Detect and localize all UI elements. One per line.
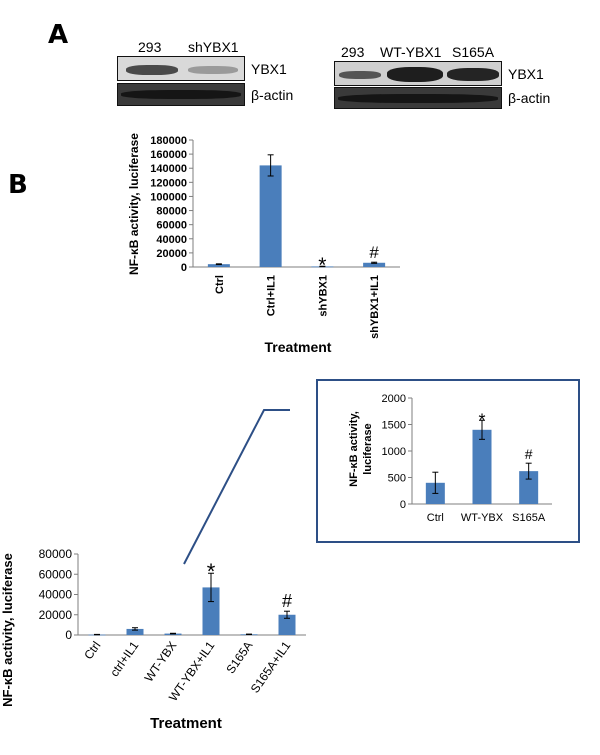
chart1-ytick-label: 20000 xyxy=(39,608,73,622)
chart2-bar xyxy=(519,471,539,504)
right-blot-actin-strip xyxy=(334,87,502,109)
left-lane-label-293: 293 xyxy=(138,39,162,55)
panel-a-letter: A xyxy=(48,20,69,50)
chart0-category-label: shYBX1 xyxy=(317,275,329,317)
chart0-ytick-label: 180000 xyxy=(150,135,187,147)
chart1-bar xyxy=(126,628,144,635)
chart0-ytick-label: 160000 xyxy=(150,149,187,161)
chart2-category-label: WT-YBX xyxy=(461,512,504,524)
chart0-category-label: Ctrl xyxy=(214,275,226,294)
chart0-bar xyxy=(259,165,282,267)
chart0-bar xyxy=(207,264,230,267)
chart2-bar xyxy=(472,429,492,504)
chart0-ytick-label: 40000 xyxy=(156,234,187,246)
chart0-annotation: * xyxy=(318,254,326,277)
chart1-x-axis-label: Treatment xyxy=(150,715,222,732)
chart2-y-axis-label: NF-κB activity, luciferase xyxy=(348,411,374,487)
right-ybx1-band-1 xyxy=(339,71,381,79)
chart0-annotation: # xyxy=(369,243,379,262)
chart1-category-label: ctrl+IL1 xyxy=(107,638,141,679)
chart1-bar xyxy=(278,614,296,635)
chart1-ytick-label: 0 xyxy=(65,628,72,642)
chart0-ytick-label: 80000 xyxy=(156,206,187,218)
right-lane-label-wt: WT-YBX1 xyxy=(380,44,442,60)
inset-connector-line xyxy=(183,409,290,565)
left-lane-label-shybx1: shYBX1 xyxy=(188,39,239,55)
chart2-annotation: * xyxy=(478,410,485,430)
chart1-bar xyxy=(202,587,220,635)
chart0-bar xyxy=(363,262,386,267)
chart2-category-label: S165A xyxy=(512,512,546,524)
right-lane-label-293: 293 xyxy=(341,44,365,60)
chart1-annotation: * xyxy=(207,559,216,584)
chart1-ytick-label: 40000 xyxy=(39,588,73,602)
chart2-category-label: Ctrl xyxy=(427,512,444,524)
chart2-ytick-label: 1500 xyxy=(382,420,406,432)
chart1-ytick-label: 80000 xyxy=(39,547,73,561)
chart0-ytick-label: 140000 xyxy=(150,163,187,175)
chart1-y-axis-label: NF-κB activity, luciferase xyxy=(0,553,15,707)
chart1-annotation: # xyxy=(282,591,292,611)
chart0-ytick-label: 20000 xyxy=(156,248,187,260)
chart0-category-label: shYBX1+IL1 xyxy=(369,275,381,339)
chart2-y-axis-label-line1: NF-κB activity, xyxy=(348,411,360,487)
chart2-ytick-label: 2000 xyxy=(382,393,406,405)
right-blot-ybx1-strip xyxy=(334,61,502,86)
right-actin-band xyxy=(338,94,498,103)
right-ybx1-band-3 xyxy=(447,68,499,81)
right-ybx1-band-2 xyxy=(387,67,443,82)
right-lane-label-s165a: S165A xyxy=(452,44,495,60)
inset-frame xyxy=(316,379,580,543)
chart0-ytick-label: 0 xyxy=(181,262,187,274)
chart1-category-label: Ctrl xyxy=(81,639,103,662)
chart0-ytick-label: 100000 xyxy=(150,191,187,203)
chart0-category-label: Ctrl+IL1 xyxy=(266,275,278,316)
left-actin-band xyxy=(121,90,241,99)
chart2-ytick-label: 500 xyxy=(388,473,406,485)
chart1-category-label: WT-YBX xyxy=(142,639,180,685)
left-row-label-actin: β-actin xyxy=(251,87,294,103)
left-blot-actin-strip xyxy=(117,83,245,106)
chart0-ytick-label: 120000 xyxy=(150,177,187,189)
chart0-ytick-label: 60000 xyxy=(156,220,187,232)
right-row-label-ybx1: YBX1 xyxy=(508,66,544,82)
chart1-category-label: S165A xyxy=(223,639,255,677)
chart1-ytick-label: 60000 xyxy=(39,567,73,581)
chart2-ytick-label: 0 xyxy=(400,499,406,511)
left-blot-ybx1-strip xyxy=(117,56,245,81)
chart2-ytick-label: 1000 xyxy=(382,446,406,458)
chart0-y-axis-label: NF-κB activity, luciferase xyxy=(127,133,141,275)
chart2-y-axis-label-line2: luciferase xyxy=(362,423,374,474)
panel-b-letter: B xyxy=(8,170,28,200)
left-row-label-ybx1: YBX1 xyxy=(251,61,287,77)
left-ybx1-band-2 xyxy=(188,66,238,74)
left-ybx1-band-1 xyxy=(126,65,178,75)
chart2-annotation: # xyxy=(525,446,533,462)
right-row-label-actin: β-actin xyxy=(508,90,551,106)
chart0-x-axis-label: Treatment xyxy=(265,339,332,355)
